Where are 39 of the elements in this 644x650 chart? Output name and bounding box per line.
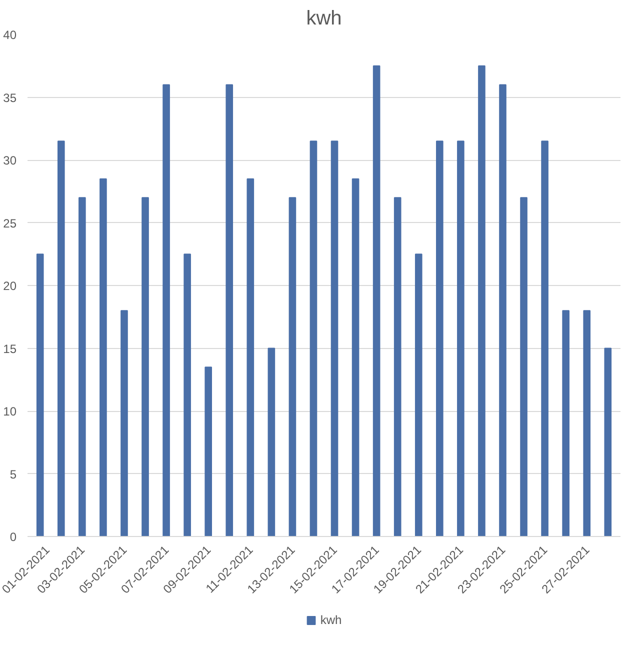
- bar: [520, 197, 528, 536]
- bar: [100, 178, 107, 536]
- y-tick-label: 5: [10, 467, 17, 482]
- y-tick-label: 0: [10, 530, 17, 544]
- y-tick-label: 20: [3, 279, 17, 293]
- y-tick-label: 15: [3, 342, 17, 356]
- bar: [310, 140, 318, 536]
- bar: [583, 310, 591, 536]
- bar: [352, 178, 360, 536]
- y-tick-label: 35: [3, 90, 17, 105]
- bar: [288, 197, 296, 536]
- bar: [394, 197, 402, 536]
- bar: [246, 178, 254, 536]
- bar: [330, 140, 338, 536]
- bar: [162, 84, 170, 536]
- y-tick-label: 40: [3, 28, 17, 42]
- bar: [268, 348, 276, 536]
- bar: [226, 84, 234, 536]
- bar: [184, 254, 191, 536]
- bar: [36, 254, 44, 536]
- chart-title: kwh: [306, 8, 342, 30]
- bar: [142, 197, 149, 536]
- bar: [78, 197, 86, 536]
- y-tick-label: 10: [3, 404, 17, 418]
- bar: [478, 65, 486, 536]
- bar: [436, 140, 444, 536]
- bar: [120, 310, 128, 536]
- y-tick-label: 25: [3, 216, 17, 230]
- bar: [604, 348, 612, 536]
- y-tick-label: 30: [3, 154, 17, 168]
- bar: [57, 140, 65, 536]
- bar: [204, 366, 212, 536]
- bar: [372, 65, 380, 536]
- bar: [457, 140, 464, 536]
- legend-label: kwh: [320, 613, 342, 627]
- bar: [562, 310, 570, 536]
- bar: [414, 254, 422, 536]
- bar: [541, 140, 548, 536]
- bar: [499, 84, 506, 536]
